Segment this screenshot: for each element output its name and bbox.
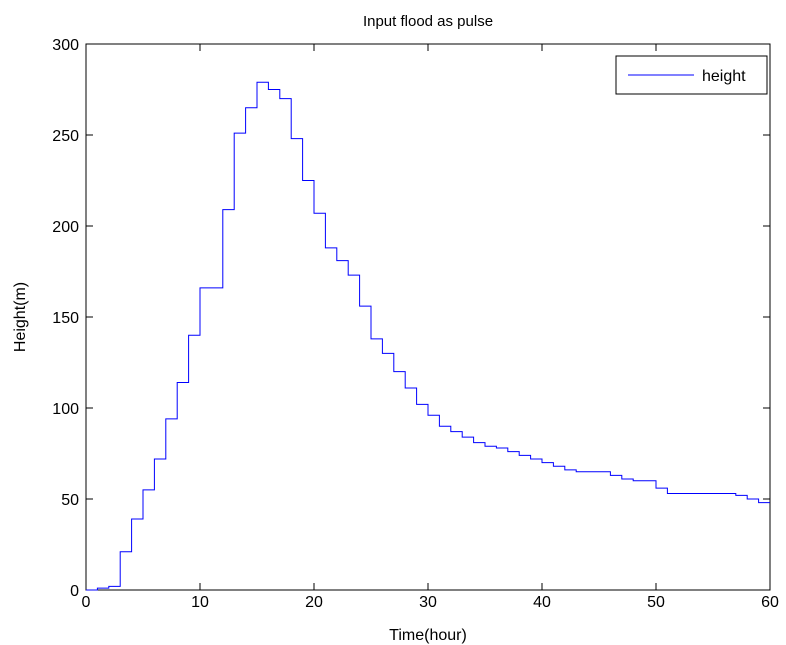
y-tick-label-4: 200 (52, 219, 79, 236)
x-tick-label-0: 0 (82, 594, 91, 611)
axis-ticks (85, 43, 771, 591)
x-tick-label-1: 10 (191, 594, 209, 611)
x-tick-label-3: 30 (419, 594, 437, 611)
y-tick-label-3: 150 (52, 310, 79, 327)
series-layer (86, 81, 770, 591)
y-tick-label-6: 300 (52, 37, 79, 54)
x-tick-label-2: 20 (305, 594, 323, 611)
x-tick-label-5: 50 (647, 594, 665, 611)
legend-label: height (702, 68, 746, 85)
x-tick-label-4: 40 (533, 594, 551, 611)
x-axis-label: Time(hour) (389, 627, 467, 644)
legend: height (615, 55, 768, 95)
x-tick-label-6: 60 (761, 594, 779, 611)
y-axis-label: Height(m) (12, 282, 29, 352)
x-tick-labels: 0 10 20 30 40 50 60 (82, 594, 779, 611)
chart-title: Input flood as pulse (363, 13, 493, 30)
y-tick-labels: 0 50 100 150 200 250 300 (52, 37, 79, 600)
y-tick-label-1: 50 (61, 492, 79, 509)
series-line-0 (86, 81, 770, 591)
y-tick-label-5: 250 (52, 128, 79, 145)
plot-frame (85, 43, 771, 591)
y-tick-label-2: 100 (52, 401, 79, 418)
y-tick-label-0: 0 (70, 583, 79, 600)
